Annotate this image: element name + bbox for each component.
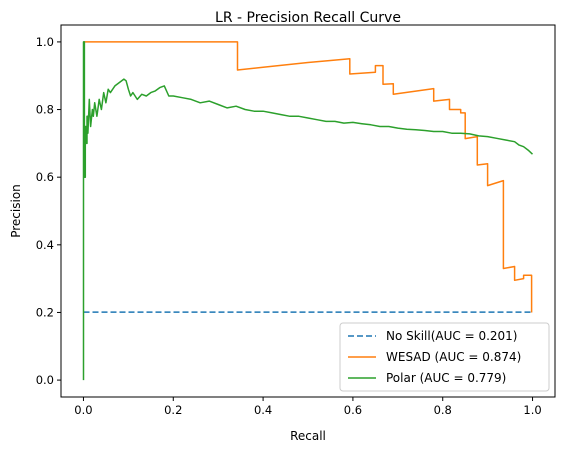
y-tick-label-1: 0.2: [36, 305, 54, 319]
legend-label-1: WESAD (AUC = 0.874): [386, 350, 521, 364]
x-tick-label-0: 0.0: [74, 403, 92, 417]
y-tick-label-3: 0.6: [36, 170, 54, 184]
chart-title: LR - Precision Recall Curve: [215, 10, 401, 26]
x-axis-label: Recall: [290, 429, 326, 443]
series-line-1: [84, 42, 532, 313]
y-tick-label-2: 0.4: [36, 238, 54, 252]
legend: No Skill(AUC = 0.201) WESAD (AUC = 0.874)…: [340, 323, 549, 391]
x-tick-label-5: 1.0: [523, 403, 541, 417]
y-tick-label-0: 0.0: [36, 373, 54, 387]
legend-label-0: No Skill(AUC = 0.201): [386, 329, 517, 343]
x-tick-label-3: 0.6: [344, 403, 362, 417]
legend-label-2: Polar (AUC = 0.779): [386, 371, 506, 385]
y-axis-label: Precision: [9, 184, 23, 238]
y-tick-label-4: 0.8: [36, 103, 54, 117]
x-tick-label-1: 0.2: [164, 403, 182, 417]
x-tick-label-4: 0.8: [434, 403, 452, 417]
y-tick-label-5: 1.0: [36, 35, 54, 49]
x-tick-label-2: 0.4: [254, 403, 272, 417]
